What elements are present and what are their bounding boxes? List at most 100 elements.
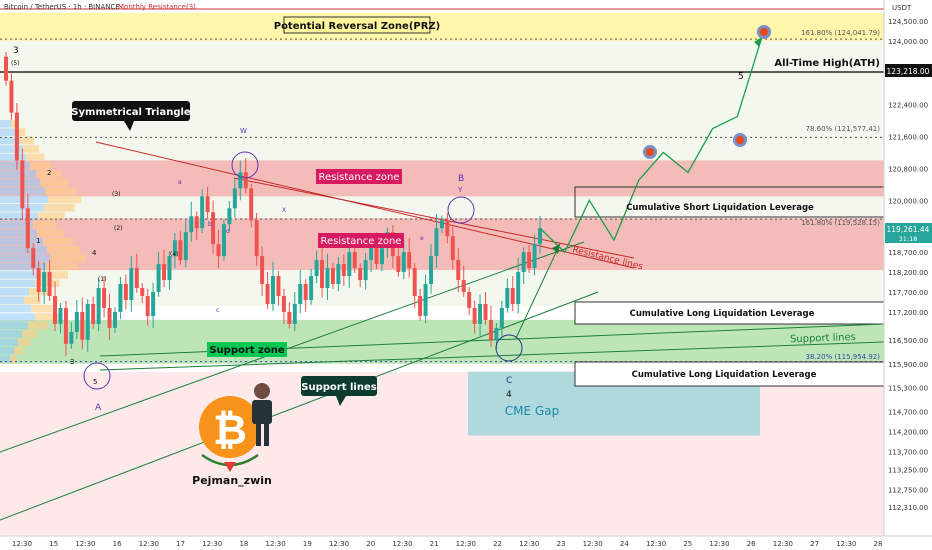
volume-profile-bar-alt — [36, 170, 62, 178]
candle-body — [341, 264, 346, 277]
volume-profile-bar-alt — [38, 212, 65, 220]
volume-profile-bar — [0, 229, 37, 237]
price-tick-label: 113,700.00 — [888, 448, 928, 456]
resistance-zone-label-box-1 — [316, 169, 402, 184]
time-tick-label: 16 — [113, 540, 122, 548]
candle-body — [521, 252, 526, 273]
volume-profile-bar-alt — [24, 296, 41, 304]
time-tick-label: 21 — [430, 540, 439, 548]
price-tick-label: 112,750.00 — [888, 486, 928, 494]
short-liquidation-label: Cumulative Short Liquidation Leverage — [626, 203, 814, 213]
price-tick-label: 117,200.00 — [888, 309, 928, 317]
wave-y-label: Y — [457, 186, 463, 194]
volume-profile-bar-alt — [31, 304, 53, 313]
volume-profile-bar-alt — [37, 229, 63, 237]
candle-body — [287, 311, 292, 324]
wave-a-label: A — [95, 403, 102, 413]
candle-body — [47, 272, 52, 296]
price-tick-label: 112,310.00 — [888, 504, 928, 512]
volume-profile-bar-alt — [47, 246, 80, 254]
price-tick-label: 120,000.00 — [888, 197, 928, 205]
volume-profile-bar — [0, 279, 35, 288]
support-zone-label: Support zone — [209, 345, 285, 356]
volume-profile-bar-alt — [35, 313, 60, 321]
support-line-lower — [99, 341, 885, 371]
time-tick-label: 20 — [366, 540, 375, 548]
candle-body — [145, 295, 150, 316]
symmetrical-triangle-box — [72, 101, 190, 121]
candle-body — [510, 288, 515, 304]
volume-profile-bar — [0, 346, 14, 355]
target-marker-3 — [757, 25, 771, 39]
resistance-zone-upper — [0, 160, 884, 197]
candle-body — [216, 244, 221, 257]
candle-body — [129, 268, 134, 300]
volume-profile-bar — [0, 178, 40, 187]
candle-body — [396, 256, 401, 273]
wave-circle-a — [83, 362, 111, 390]
bitcoin-logo: ₿ — [199, 396, 261, 472]
time-tick-label: 23 — [557, 540, 566, 548]
candle-body — [412, 268, 417, 296]
wave-5-small-label: 5 — [93, 378, 97, 386]
candle-body — [478, 303, 483, 324]
candle-body — [118, 284, 123, 312]
candle-body — [243, 172, 248, 189]
wave-1-label: 1 — [36, 237, 40, 245]
candle-body — [494, 327, 499, 340]
time-tick-label: 12:30 — [646, 540, 666, 548]
candle-body — [358, 268, 363, 281]
time-tick-label: 12:30 — [709, 540, 729, 548]
ath-price-badge — [885, 64, 932, 77]
wave-p3-label: (3) — [112, 191, 121, 198]
candle-body — [336, 264, 341, 285]
candle-body — [505, 288, 510, 308]
volume-profile-bar-alt — [43, 237, 74, 246]
time-tick-label: 12:30 — [456, 540, 476, 548]
candle-body — [205, 196, 210, 213]
fib-1618-top-label: 161.80% (124,041.79) — [801, 29, 880, 37]
volume-profile-bar — [0, 304, 31, 313]
candle-body — [14, 112, 19, 161]
wave-3b-label: 3 — [70, 358, 74, 366]
long-liquidation-label-1: Cumulative Long Liquidation Leverage — [630, 309, 815, 319]
time-tick-label: 12:30 — [266, 540, 286, 548]
candle-body — [281, 295, 286, 312]
prz-label: Potential Reversal Zone(PRZ) — [274, 21, 441, 32]
last-price-badge — [885, 223, 932, 243]
candle-body — [232, 188, 237, 209]
volume-profile-bar-alt — [33, 220, 57, 229]
time-tick-label: 22 — [493, 540, 502, 548]
time-tick-label: 12:30 — [583, 540, 603, 548]
price-axis — [884, 0, 932, 550]
wave-c-label: C — [506, 376, 512, 386]
wave-p4-label: (4) — [170, 251, 179, 258]
time-tick-label: 12:30 — [773, 540, 793, 548]
candle-body — [91, 303, 96, 324]
candle-body — [352, 252, 357, 269]
support-lines-box-label: Support lines — [301, 382, 376, 393]
author-name: Pejman_zwin — [192, 474, 272, 487]
candle-body — [472, 307, 477, 324]
wave-b-label: B — [458, 174, 464, 184]
candle-body — [9, 80, 14, 113]
wave-circle-c — [495, 334, 523, 362]
candle-body — [461, 280, 466, 292]
volume-profile-bar — [0, 355, 10, 363]
candle-body — [167, 256, 172, 281]
candle-body — [298, 284, 303, 304]
candle-body — [80, 311, 85, 340]
time-tick-label: 12:30 — [392, 540, 412, 548]
candle-body — [488, 319, 493, 340]
projected-path-arrow — [754, 36, 762, 47]
price-tick-label: 114,200.00 — [888, 429, 928, 437]
volume-profile-bar-alt — [44, 204, 75, 212]
candle-body — [499, 307, 504, 328]
candle-body — [527, 252, 532, 269]
candle-body — [107, 307, 112, 328]
volume-profile-bar-alt — [46, 262, 79, 271]
rising-arrow-head — [552, 244, 560, 254]
currency-label: USDT — [892, 4, 912, 12]
candle-body — [194, 216, 199, 229]
